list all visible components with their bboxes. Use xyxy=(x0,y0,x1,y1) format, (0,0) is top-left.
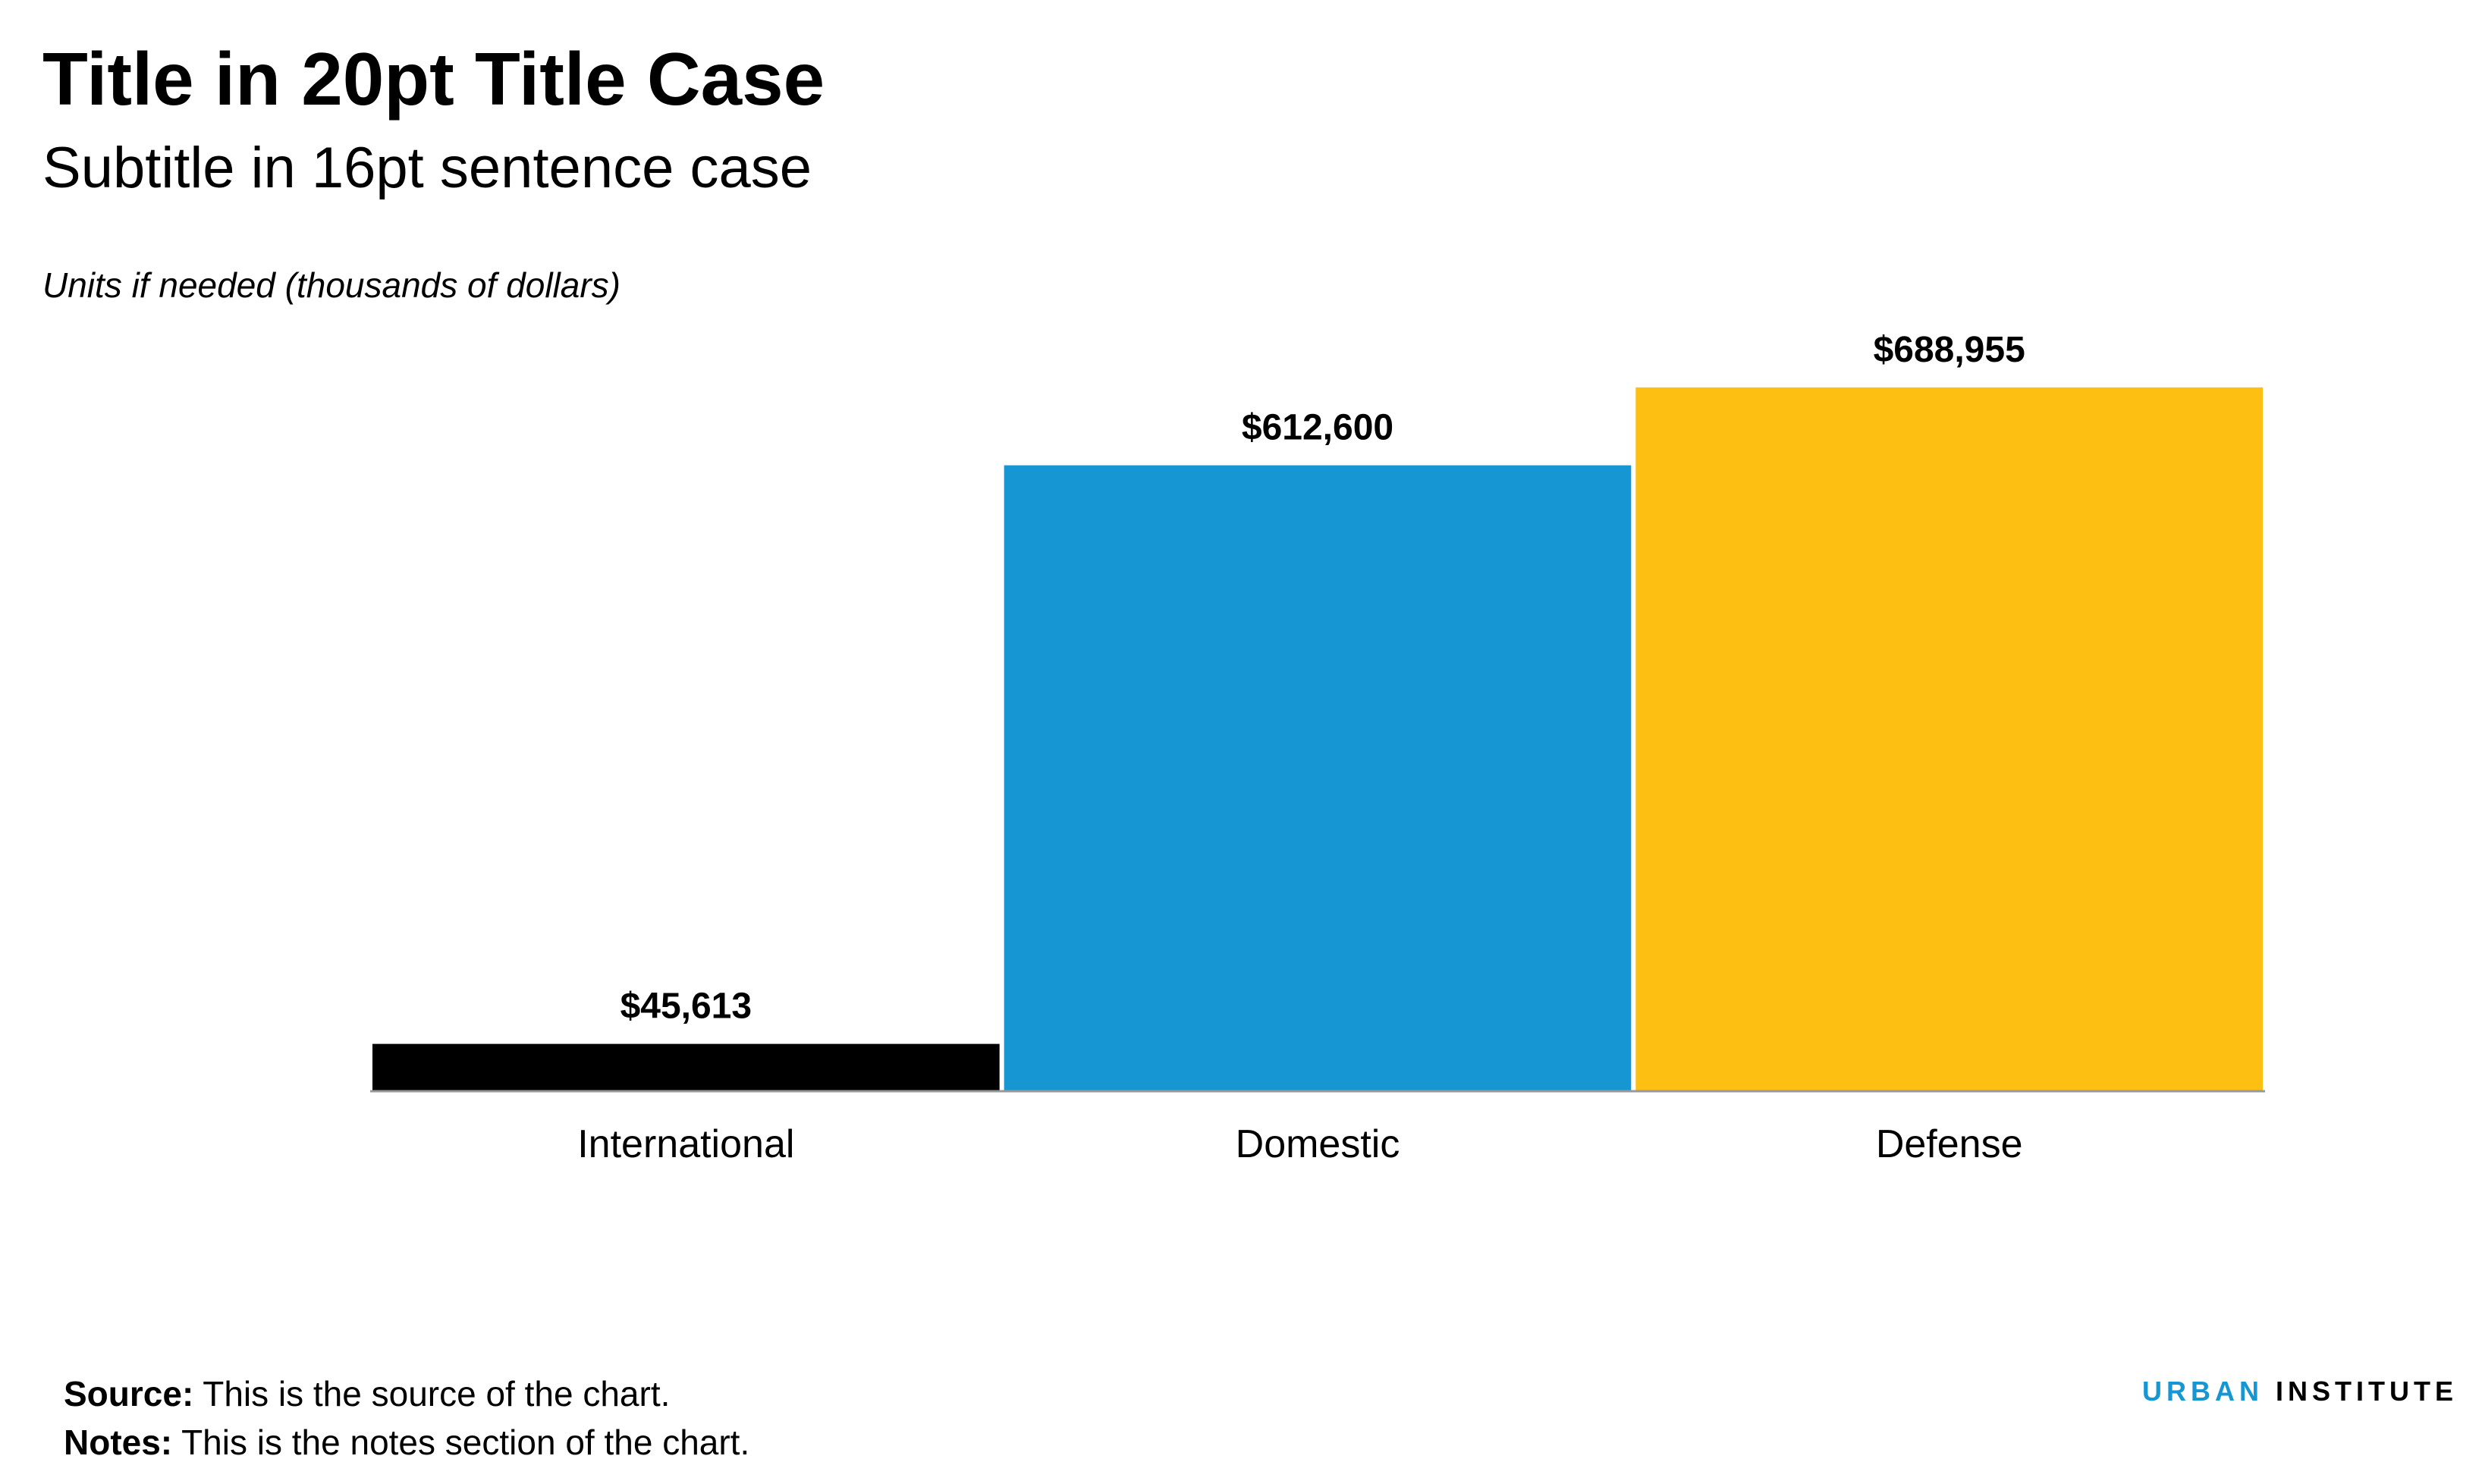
data-label-domestic: $612,600 xyxy=(1242,408,1393,448)
units-label: Units if needed (thousands of dollars) xyxy=(42,265,620,305)
notes-note: Notes: This is the notes section of the … xyxy=(64,1423,749,1463)
urban-institute-logo: URBAN INSTITUTE xyxy=(2142,1376,2458,1407)
bar-international xyxy=(372,1043,1000,1090)
x-tick-label-defense: Defense xyxy=(1876,1122,2023,1166)
x-tick-label-domestic: Domestic xyxy=(1236,1122,1400,1166)
notes-label: Notes: xyxy=(64,1423,173,1462)
notes-text: This is the notes section of the chart. xyxy=(181,1423,750,1462)
bar-defense xyxy=(1635,387,2263,1090)
x-tick-label-international: International xyxy=(577,1122,794,1166)
logo-institute-text: INSTITUTE xyxy=(2276,1376,2458,1407)
chart-title: Title in 20pt Title Case xyxy=(42,37,825,121)
data-label-international: $45,613 xyxy=(620,987,752,1027)
logo-urban-text: URBAN xyxy=(2141,1376,2264,1407)
source-text: This is the source of the chart. xyxy=(203,1374,671,1413)
source-note: Source: This is the source of the chart. xyxy=(64,1374,670,1414)
data-label-defense: $688,955 xyxy=(1874,330,2025,370)
chart-subtitle: Subtitle in 16pt sentence case xyxy=(42,136,812,200)
bar-domestic xyxy=(1004,465,1632,1090)
source-label: Source: xyxy=(64,1374,194,1413)
